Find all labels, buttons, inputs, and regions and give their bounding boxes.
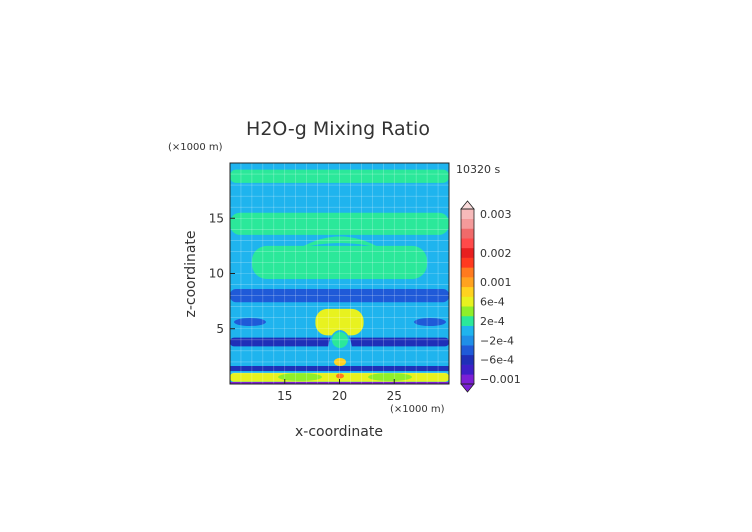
colorbar-swatch [461,218,474,229]
colorbar-swatch [461,286,474,297]
chart-title: H2O-g Mixing Ratio [246,118,430,140]
field-detail [234,318,266,326]
field-detail [414,318,446,326]
field-detail [334,358,346,366]
colorbar-label: −2e-4 [480,334,514,347]
x-unit-label: (×1000 m) [390,404,445,415]
y-axis-label: z-coordinate [183,230,199,317]
y-tick-label: 10 [209,267,224,281]
colorbar-swatch [461,257,474,268]
x-tick-label: 25 [387,389,402,403]
colorbar-label: 0.003 [480,208,512,221]
contour-field [230,163,449,384]
colorbar-swatch [461,345,474,356]
y-axis-ticks: 5 10 15 [209,211,235,336]
x-tick-label: 20 [332,389,347,403]
colorbar-swatch [461,228,474,239]
colorbar-swatch [461,209,474,220]
colorbar-label: 6e-4 [480,295,505,308]
field-region [230,169,449,183]
colorbar-label: 0.002 [480,247,512,260]
colorbar-swatch [461,374,474,385]
x-axis-label: x-coordinate [295,424,383,440]
colorbar-swatch [461,325,474,336]
colorbar-swatch [461,354,474,365]
field-detail [336,373,344,379]
field-detail [332,332,348,348]
field-detail [278,373,322,381]
colorbar-swatch [461,247,474,258]
grid-lines [230,163,449,384]
colorbar-swatch [461,238,474,249]
colorbar-swatch [461,315,474,326]
colorbar [460,200,475,393]
colorbar-swatch [461,306,474,317]
colorbar-label: 2e-4 [480,315,505,328]
field-detail [368,373,412,381]
colorbar-labels: 0.003 0.002 0.001 6e-4 2e-4 −2e-4 −6e-4 −0.001 [480,208,521,386]
colorbar-swatch [461,335,474,346]
colorbar-label: −0.001 [480,373,521,386]
time-label: 10320 s [456,163,500,176]
field-region [315,308,364,336]
field-region [251,245,428,280]
y-tick-label: 15 [209,211,224,225]
colorbar-swatch [461,296,474,307]
colorbar-swatch [461,267,474,278]
colorbar-frame [460,208,475,385]
field-detail [230,366,449,371]
y-tick-label: 5 [216,322,224,336]
colorbar-label: 0.001 [480,276,512,289]
field-region [230,212,449,235]
x-tick-label: 15 [277,389,292,403]
field-region [230,288,449,303]
colorbar-swatch [461,364,474,375]
y-unit-label: (×1000 m) [168,142,223,153]
colorbar-label: −6e-4 [480,354,514,367]
colorbar-extend-bottom [460,383,475,393]
field-detail [300,236,380,248]
colorbar-swatch [461,277,474,288]
colorbar-extend-top [460,200,475,210]
x-axis-ticks: 15 20 25 [277,379,402,403]
